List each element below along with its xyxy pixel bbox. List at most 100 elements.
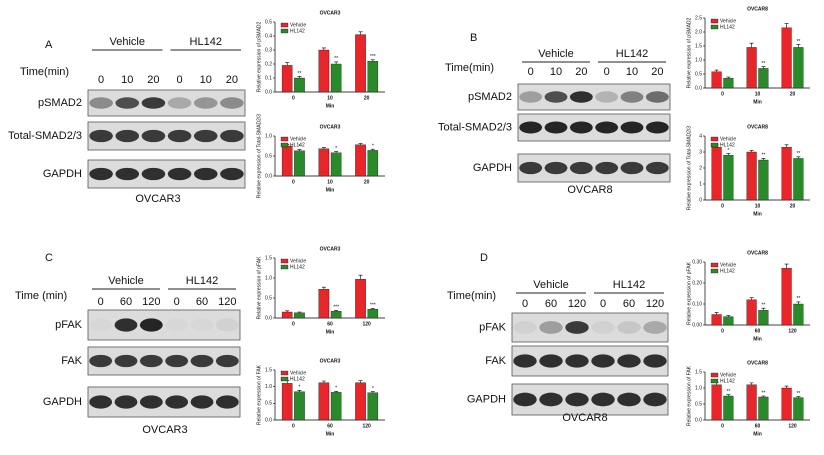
blot-band xyxy=(114,318,138,332)
legend-label: Vehicle xyxy=(290,370,306,376)
panel-letter: C xyxy=(45,252,53,264)
blot-band xyxy=(513,321,537,334)
error-bar xyxy=(297,76,302,78)
y-tick-label: 1.5 xyxy=(695,43,702,49)
blot-band xyxy=(569,121,593,134)
blot-band xyxy=(544,91,568,103)
group-label: HL142 xyxy=(186,275,218,287)
x-tick-label: 60 xyxy=(327,423,333,429)
group-label: HL142 xyxy=(616,48,648,60)
time-label: Time(min) xyxy=(447,290,496,302)
y-tick-label: 0.0 xyxy=(695,417,702,423)
error-bar xyxy=(370,59,375,62)
error-bar xyxy=(285,62,290,66)
significance-label: ** xyxy=(761,303,765,309)
bar xyxy=(330,311,342,319)
blot-band xyxy=(591,392,615,407)
blot-band xyxy=(643,354,667,368)
time-point: 0 xyxy=(522,298,528,310)
blot-row-label: GAPDH xyxy=(43,168,82,180)
bar xyxy=(367,392,379,421)
error-bar xyxy=(784,385,789,388)
y-tick-label: 0.4 xyxy=(265,33,272,39)
chart-title: OVCAR3 xyxy=(320,124,341,130)
bar xyxy=(793,158,804,201)
x-axis-label: Min xyxy=(326,431,335,437)
blot-band xyxy=(139,354,163,368)
legend-label: HL142 xyxy=(290,264,305,270)
error-bar xyxy=(714,312,719,315)
blot-band xyxy=(89,395,113,409)
blot-band xyxy=(220,97,244,109)
legend-swatch xyxy=(710,24,719,30)
blot-band xyxy=(114,354,138,368)
error-bar xyxy=(726,76,731,79)
time-point: 10 xyxy=(200,74,212,86)
y-tick-label: 1.0 xyxy=(695,57,702,63)
chart-title: OVCAR3 xyxy=(320,246,341,252)
blot-band xyxy=(141,97,166,109)
group-label: Vehicle xyxy=(110,36,145,48)
bar xyxy=(793,303,804,326)
y-tick-label: 0 xyxy=(699,197,702,203)
error-bar xyxy=(370,308,375,310)
error-bar xyxy=(796,301,801,304)
time-point: 0 xyxy=(604,66,610,78)
time-point: 20 xyxy=(147,74,159,86)
blot-band xyxy=(89,129,113,143)
x-axis-label: Min xyxy=(326,187,335,193)
blot-row-label: pSMAD2 xyxy=(38,97,82,109)
panel-letter: D xyxy=(480,252,488,264)
bar xyxy=(781,268,792,326)
blot-band xyxy=(89,354,113,368)
x-tick-label: 10 xyxy=(755,91,761,97)
bar xyxy=(318,382,330,421)
bar xyxy=(711,71,722,89)
y-tick-label: 0.0 xyxy=(265,173,272,179)
blot-band xyxy=(190,395,214,409)
y-tick-label: 1.0 xyxy=(695,385,702,391)
time-point: 0 xyxy=(174,296,180,308)
time-point: 60 xyxy=(623,298,635,310)
x-tick-label: 0 xyxy=(292,179,295,185)
group-label: HL142 xyxy=(613,279,645,291)
error-bar xyxy=(761,66,766,69)
time-point: 0 xyxy=(528,66,534,78)
error-bar xyxy=(285,310,290,312)
bar xyxy=(367,61,379,93)
y-axis-label: Relative expression of FAK xyxy=(256,364,262,425)
error-bar xyxy=(297,390,302,392)
bar xyxy=(294,77,305,93)
legend-swatch xyxy=(280,28,289,34)
x-axis-label: Min xyxy=(326,329,335,335)
bar xyxy=(330,392,342,421)
blot-band xyxy=(645,91,669,103)
blot-band xyxy=(190,354,214,368)
time-point: 60 xyxy=(120,296,132,308)
y-tick-label: 0.20 xyxy=(692,280,702,286)
legend-swatch xyxy=(710,262,719,268)
error-bar xyxy=(358,31,363,35)
y-tick-label: 1 xyxy=(699,181,702,187)
y-tick-label: 1.5 xyxy=(695,369,702,375)
significance-label: * xyxy=(335,146,337,152)
time-point: 0 xyxy=(98,74,104,86)
bar xyxy=(330,152,342,177)
legend-swatch xyxy=(280,376,289,382)
significance-label: ** xyxy=(761,153,765,159)
blot-band xyxy=(595,91,619,103)
significance-label: ** xyxy=(334,56,338,62)
x-tick-label: 120 xyxy=(788,328,797,334)
blot-row-label: GAPDH xyxy=(43,396,82,408)
x-tick-label: 60 xyxy=(755,328,761,334)
chart-title: OVCAR8 xyxy=(747,360,768,366)
y-tick-label: 0.30 xyxy=(692,259,702,265)
y-tick-label: 0.10 xyxy=(692,301,702,307)
y-axis-label: Relative expression of Total-SMAD2/3 xyxy=(256,114,262,198)
significance-label: * xyxy=(372,386,374,392)
error-bar xyxy=(796,156,801,159)
bar xyxy=(758,310,769,326)
error-bar xyxy=(321,286,326,290)
error-bar xyxy=(334,151,339,153)
